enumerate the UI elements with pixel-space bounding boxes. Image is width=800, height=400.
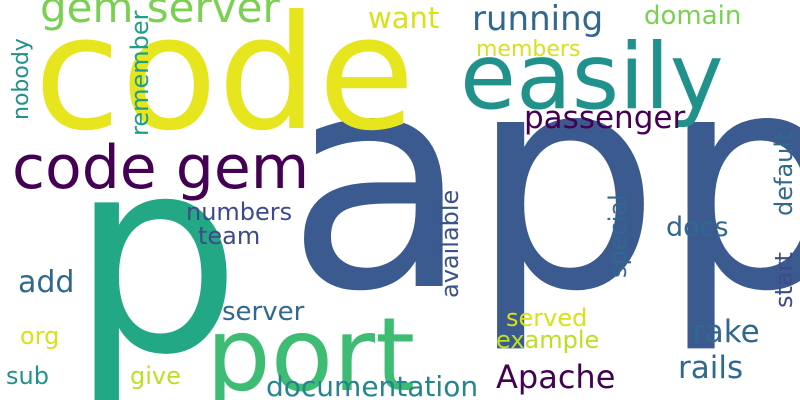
word-sub: sub	[6, 362, 49, 390]
word-want: want	[368, 1, 439, 35]
word-team: team	[198, 222, 260, 250]
word-special: special	[604, 194, 632, 278]
word-nobody: nobody	[9, 38, 34, 120]
word-numbers: numbers	[186, 198, 292, 226]
word-start: start	[770, 252, 798, 308]
word-default: default	[770, 132, 798, 216]
word-gem-server: gem server	[40, 0, 280, 32]
word-served: served	[506, 304, 587, 332]
word-running: running	[472, 0, 603, 39]
word-code-gem: code gem	[12, 133, 309, 203]
word-domain: domain	[644, 1, 741, 31]
word-rails: rails	[678, 350, 743, 386]
word-easily: easily	[460, 25, 724, 130]
word-members: members	[476, 37, 580, 62]
word-add: add	[18, 265, 74, 300]
word-documentation: documentation	[266, 370, 478, 400]
word-give: give	[130, 362, 181, 390]
word-p: p	[70, 99, 241, 400]
word-apache: Apache	[496, 358, 615, 396]
word-server: server	[222, 297, 305, 327]
word-port: port	[206, 296, 415, 400]
word-available: available	[436, 190, 464, 298]
word-rake: rake	[692, 314, 760, 350]
word-app: app	[286, 8, 800, 357]
word-passenger: passenger	[524, 100, 685, 136]
word-org: org	[20, 322, 59, 350]
word-remember: remember	[126, 10, 154, 136]
word-docs: docs	[666, 212, 729, 243]
word-example: example	[496, 326, 599, 354]
word-code: code	[34, 0, 415, 166]
